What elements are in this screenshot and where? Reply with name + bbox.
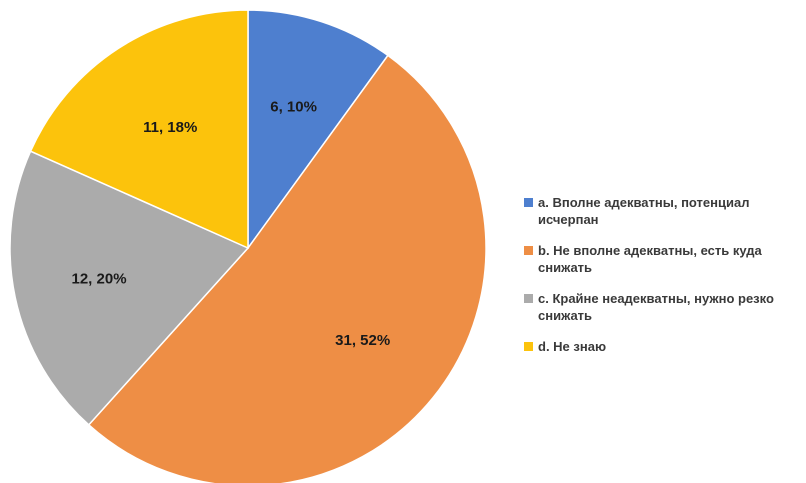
pie-label-a: 6, 10% bbox=[270, 99, 317, 116]
legend-label-c: c. Крайне неадекватны, нужно резко снижа… bbox=[538, 291, 774, 323]
legend-label-b: b. Не вполне адекватны, есть куда снижат… bbox=[538, 243, 762, 275]
legend-item-c: c. Крайне неадекватны, нужно резко снижа… bbox=[524, 290, 802, 324]
legend-swatch-c bbox=[524, 294, 533, 303]
legend-swatch-d bbox=[524, 342, 533, 351]
legend-swatch-b bbox=[524, 246, 533, 255]
legend-item-a: a. Вполне адекватны, потенциал исчерпан bbox=[524, 194, 802, 228]
pie-slice-b bbox=[87, 54, 487, 483]
pie-label-d: 11, 18% bbox=[143, 119, 197, 136]
pie-slice-c bbox=[9, 150, 250, 426]
legend-swatch-a bbox=[524, 198, 533, 207]
chart-legend: a. Вполне адекватны, потенциал исчерпан … bbox=[524, 194, 802, 369]
legend-label-a: a. Вполне адекватны, потенциал исчерпан bbox=[538, 195, 750, 227]
pie-slice-labels: 6, 10% 31, 52% 12, 20% 11, 18% bbox=[71, 99, 390, 349]
pie-label-c: 12, 20% bbox=[71, 271, 126, 288]
pie-slice-d bbox=[29, 9, 249, 250]
pie-slice-a bbox=[247, 9, 389, 251]
legend-item-b: b. Не вполне адекватны, есть куда снижат… bbox=[524, 242, 802, 276]
legend-label-d: d. Не знаю bbox=[538, 339, 607, 354]
pie-label-b: 31, 52% bbox=[335, 332, 390, 349]
legend-item-d: d. Не знаю bbox=[524, 338, 802, 355]
pie-slices bbox=[9, 9, 487, 483]
